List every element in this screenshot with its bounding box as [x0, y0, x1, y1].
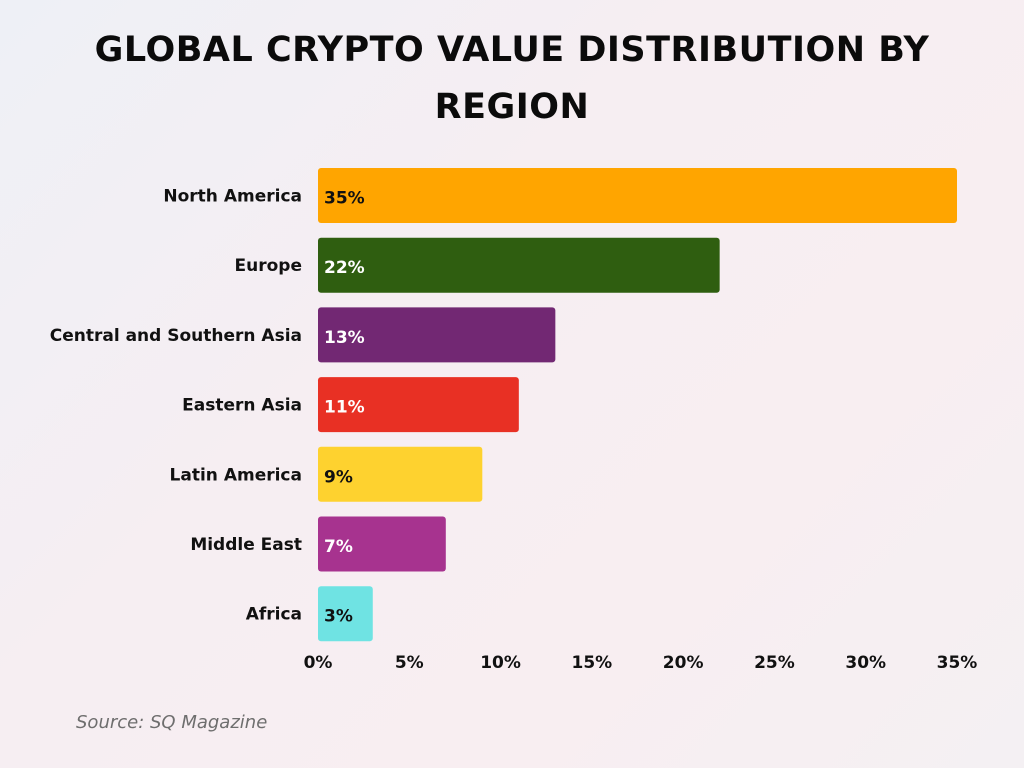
bar-3: [318, 377, 519, 433]
category-label-4: Latin America: [170, 465, 302, 485]
x-tick-label-3: 15%: [572, 653, 613, 673]
data-label-1: 22%: [324, 258, 365, 278]
data-label-5: 7%: [324, 537, 353, 557]
data-label-4: 9%: [324, 467, 353, 487]
chart-title: GLOBAL CRYPTO VALUE DISTRIBUTION BY REGI…: [94, 30, 930, 127]
x-tick-label-7: 35%: [937, 653, 978, 673]
bar-5: [318, 516, 446, 572]
category-labels: North America Europe Central and Southern …: [50, 187, 302, 625]
category-label-6: Africa: [246, 605, 302, 625]
bar-4: [318, 446, 483, 502]
data-label-0: 35%: [324, 189, 365, 209]
x-axis-ticks: 0% 5% 10% 15% 20% 25% 30% 35%: [304, 653, 978, 673]
x-tick-label-4: 20%: [663, 653, 704, 673]
bar-2: [318, 307, 556, 363]
x-tick-label-5: 25%: [754, 653, 795, 673]
category-label-1: Europe: [235, 256, 302, 276]
data-label-2: 13%: [324, 328, 365, 348]
x-tick-label-0: 0%: [304, 653, 333, 673]
data-label-3: 11%: [324, 398, 365, 418]
bars-layer: [318, 168, 957, 642]
x-tick-label-1: 5%: [395, 653, 424, 673]
category-label-2: Central and Southern Asia: [50, 326, 302, 346]
category-label-3: Eastern Asia: [182, 396, 302, 416]
data-label-6: 3%: [324, 607, 353, 627]
x-tick-label-2: 10%: [480, 653, 521, 673]
bar-0: [318, 168, 957, 223]
source-note: Source: SQ Magazine: [76, 712, 268, 733]
x-tick-label-6: 30%: [845, 653, 886, 673]
bar-1: [318, 237, 720, 293]
bar-6: [318, 586, 373, 642]
data-labels: 35% 22% 13% 11% 9% 7% 3%: [324, 189, 365, 627]
category-label-0: North America: [163, 187, 302, 207]
category-label-5: Middle East: [190, 535, 302, 555]
